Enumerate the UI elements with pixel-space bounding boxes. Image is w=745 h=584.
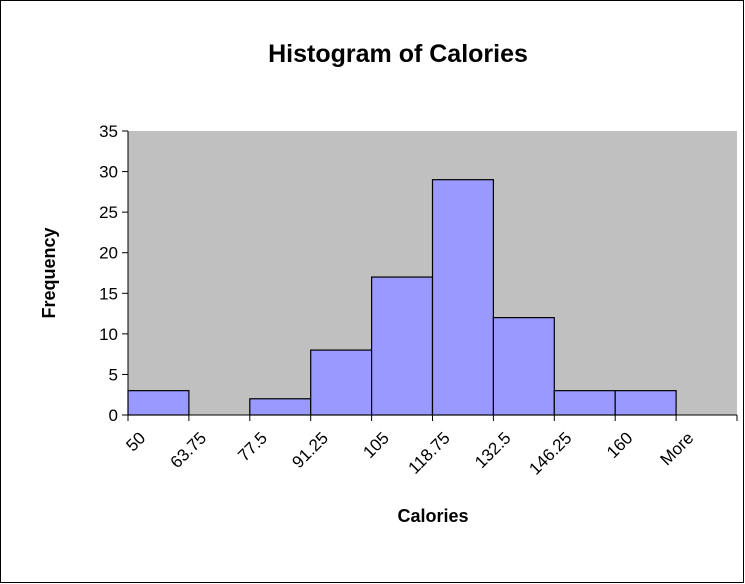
bar	[127, 390, 190, 416]
x-axis-label: Calories	[397, 506, 468, 526]
y-tick-label: 15	[99, 284, 118, 303]
bar	[431, 179, 495, 416]
bar	[614, 390, 677, 416]
bar	[371, 276, 434, 416]
y-tick-label: 20	[99, 244, 118, 263]
y-tick-label: 30	[99, 163, 118, 182]
y-tick-label: 5	[109, 365, 118, 384]
bar	[553, 390, 616, 416]
y-tick-label: 35	[99, 122, 118, 141]
bar	[249, 398, 312, 416]
y-axis-label: Frequency	[39, 227, 59, 318]
y-tick-label: 0	[109, 406, 118, 425]
bar	[310, 349, 373, 416]
chart-title: Histogram of Calories	[268, 40, 528, 68]
y-tick-label: 10	[99, 325, 118, 344]
y-tick-label: 25	[99, 203, 118, 222]
bar	[492, 317, 555, 416]
